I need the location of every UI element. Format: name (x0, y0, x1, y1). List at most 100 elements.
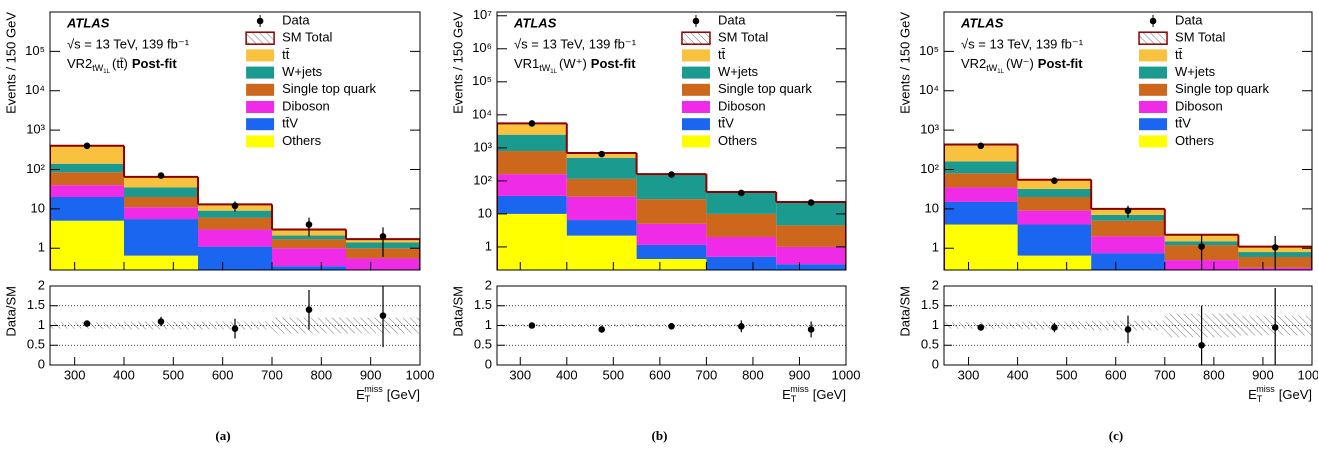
x-tick-label: 500 (162, 367, 184, 382)
ratio-point (738, 322, 745, 330)
stack-segment (944, 224, 1018, 270)
x-label-symbol: E (782, 387, 791, 402)
y-tick-label: 2 (485, 277, 492, 292)
energy: √s = 13 TeV, 139 fb⁻¹ (961, 36, 1084, 51)
stack-segment (776, 264, 846, 270)
ratio-axis-label: Data/SM (450, 286, 465, 337)
ratio-point (977, 324, 985, 331)
legend-swatch (246, 49, 275, 62)
stack-segment (124, 207, 198, 220)
legend-marker (681, 31, 711, 45)
panel: 0 0.5 1 1.5 2 1 10 10² 10³ 10⁴ 10⁵ 10⁶ 10⁷ 300 400 500 6… (450, 7, 860, 443)
ratio-point (1271, 324, 1279, 331)
ratio-axis-label: Data/SM (3, 286, 18, 337)
stack-segment (636, 175, 707, 200)
ratio-point (1051, 324, 1058, 331)
y-tick-label: 10² (473, 172, 492, 187)
legend-swatch (1139, 135, 1168, 148)
region-name: VR2 (67, 56, 92, 71)
ratio-point (1198, 341, 1205, 349)
stack-segment (944, 201, 1018, 225)
y-axis-label: Events / 150 GeV (450, 12, 465, 114)
stack-segment (272, 266, 346, 270)
x-label-symbol: E (1248, 387, 1257, 402)
stack-segment (706, 236, 777, 257)
main-plot (497, 120, 846, 270)
panel: 0 0.5 1 1.5 2 1 10 10² 10³ 10⁴ 10⁵ 300 400 500 600 700 8… (897, 11, 1318, 443)
x-tick-label: 600 (1105, 367, 1127, 382)
y-tick-label: 10⁴ (25, 82, 45, 97)
x-label-sup: miss (364, 384, 383, 394)
legend-label: Others (1175, 133, 1215, 148)
stack-segment (124, 187, 198, 198)
region-process: (tt̄) (112, 56, 128, 71)
legend-marker (245, 31, 275, 45)
x-tick-label: 300 (958, 367, 980, 382)
legend-swatch (246, 83, 275, 96)
y-tick-label: 10³ (920, 122, 939, 137)
ratio-point (668, 322, 675, 330)
ratio-point (528, 322, 536, 329)
region-process: (W⁺) (559, 56, 587, 71)
y-tick-label: 10 (31, 200, 45, 215)
y-tick-label: 10³ (473, 139, 492, 154)
legend-swatch (246, 66, 275, 79)
x-tick-label: 700 (1154, 367, 1176, 382)
legend-marker (692, 17, 700, 25)
legend-swatch (1139, 83, 1168, 96)
stack-segment (272, 235, 346, 240)
x-tick-label: 500 (1056, 367, 1078, 382)
x-tick-label: 800 (742, 367, 764, 382)
stack-segment (566, 235, 637, 270)
x-tick-label: 1000 (1298, 367, 1318, 382)
y-tick-label: 10⁵ (25, 43, 45, 58)
stack-segment (944, 161, 1018, 174)
stack-segment (272, 239, 346, 249)
x-tick-label: 600 (212, 367, 234, 382)
data-point (305, 221, 313, 228)
ratio-point (807, 326, 815, 333)
stack-segment (497, 134, 567, 152)
ratio-frame (496, 285, 847, 366)
stack-segment (944, 144, 1018, 162)
x-label-unit: [GeV] (387, 387, 420, 402)
x-tick-label: 300 (509, 367, 531, 382)
stack-segment (636, 244, 707, 260)
legend-label: Single top quark (282, 81, 376, 96)
x-label-sub: T (365, 394, 371, 404)
x-tick-label: 800 (1203, 367, 1225, 382)
legend-label: W+jets (718, 64, 759, 79)
stack-segment (1017, 224, 1092, 256)
legend-swatch (681, 49, 710, 62)
region-sub: tW (539, 63, 551, 73)
stack-segment (944, 187, 1018, 202)
stack-segment (1017, 210, 1092, 225)
legend-label: tt̄V (282, 116, 298, 131)
region: VR1tW1L(W⁺) Post-fit (514, 56, 636, 74)
legend-marker (256, 17, 264, 25)
x-label-sub: T (1257, 394, 1263, 404)
y-tick-label: 10 (478, 205, 492, 220)
stack-segment (1017, 179, 1092, 189)
stack-segment (706, 256, 777, 270)
ratio-point (305, 306, 313, 314)
x-tick-label: 600 (649, 367, 671, 382)
experiment: ATLAS (66, 15, 110, 30)
ratio-plot (50, 286, 420, 348)
region-subsub: 1L (997, 69, 1004, 75)
data-point (738, 189, 745, 197)
y-tick-label: 1 (932, 317, 939, 332)
stack-segment (706, 213, 777, 237)
legend-marker (1149, 17, 1157, 25)
stack-segment (198, 210, 272, 218)
legend-label: Single top quark (1175, 81, 1269, 96)
ratio-point (379, 312, 387, 319)
data-point (598, 150, 605, 158)
data-point (1198, 243, 1205, 250)
main-frame (49, 11, 421, 271)
stack-segment (1017, 188, 1092, 198)
x-tick-label: 700 (261, 367, 283, 382)
y-tick-label: 1.5 (921, 297, 939, 312)
legend-label: tt̄ (282, 47, 290, 62)
stack-segment (1091, 214, 1165, 221)
